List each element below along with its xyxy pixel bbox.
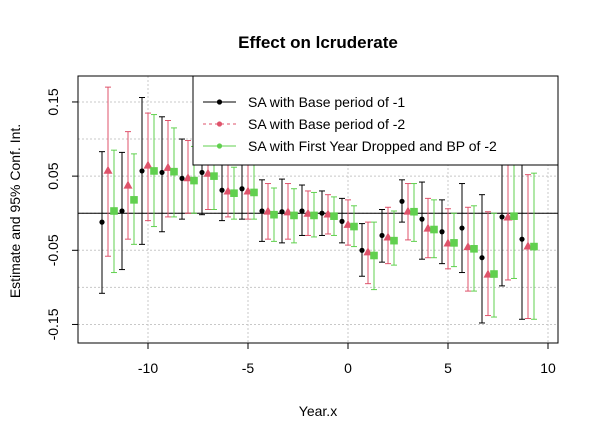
data-point bbox=[259, 208, 265, 214]
legend-label: SA with First Year Dropped and BP of -2 bbox=[248, 138, 497, 154]
data-point bbox=[199, 169, 205, 176]
data-point bbox=[519, 236, 525, 242]
legend-marker bbox=[216, 121, 223, 127]
data-point bbox=[179, 175, 185, 181]
data-point bbox=[390, 236, 398, 245]
legend: SA with Base period of -1 SA with Base pe… bbox=[192, 75, 559, 166]
data-point bbox=[450, 239, 458, 247]
y-axis-label: Estimate and 95% Conf. Int. bbox=[7, 124, 23, 298]
y-tick-label: -0.15 bbox=[45, 308, 61, 340]
data-point bbox=[439, 229, 445, 235]
x-axis: -10 -5 0 5 10 bbox=[108, 342, 556, 376]
data-point bbox=[399, 198, 405, 204]
x-tick-label: 5 bbox=[444, 360, 452, 376]
data-point bbox=[239, 186, 245, 192]
legend-box bbox=[192, 75, 559, 166]
data-point bbox=[510, 212, 518, 220]
data-point bbox=[143, 160, 153, 169]
data-point bbox=[110, 207, 118, 215]
x-axis-label: Year.x bbox=[299, 403, 337, 419]
data-point bbox=[359, 247, 365, 253]
y-tick-label: -0.05 bbox=[45, 234, 61, 266]
data-point bbox=[310, 211, 318, 220]
data-point bbox=[339, 218, 345, 224]
data-point bbox=[530, 242, 538, 251]
x-tick-label: -5 bbox=[242, 360, 255, 376]
data-point bbox=[350, 222, 358, 231]
chart-title: Effect on lcruderate bbox=[238, 33, 398, 52]
data-point bbox=[190, 176, 198, 185]
y-tick-label: 0.05 bbox=[45, 162, 61, 189]
data-point bbox=[119, 208, 125, 214]
data-point bbox=[490, 270, 498, 278]
data-point bbox=[430, 225, 438, 234]
y-axis: -0.15 -0.05 0.05 0.15 bbox=[45, 88, 78, 340]
data-point bbox=[470, 245, 478, 253]
data-point bbox=[499, 214, 505, 220]
data-point bbox=[270, 210, 278, 219]
data-point bbox=[479, 255, 485, 261]
data-point bbox=[379, 232, 385, 239]
x-tick-label: -10 bbox=[138, 360, 158, 376]
data-point bbox=[279, 209, 285, 215]
legend-label: SA with Base period of -1 bbox=[248, 94, 405, 110]
x-tick-label: 0 bbox=[344, 360, 352, 376]
legend-marker bbox=[216, 143, 223, 149]
data-point bbox=[290, 211, 298, 220]
data-point bbox=[410, 207, 418, 216]
data-point bbox=[99, 219, 105, 225]
data-point bbox=[419, 216, 425, 222]
data-point bbox=[319, 210, 325, 216]
data-point bbox=[230, 189, 238, 197]
data-point bbox=[250, 188, 258, 197]
legend-marker bbox=[216, 99, 223, 105]
data-point bbox=[170, 167, 178, 176]
data-point bbox=[210, 172, 218, 180]
legend-label: SA with Base period of -2 bbox=[248, 116, 405, 132]
data-point bbox=[370, 251, 378, 260]
data-point bbox=[299, 208, 305, 214]
data-point bbox=[130, 196, 138, 204]
data-point bbox=[159, 169, 165, 176]
data-point bbox=[459, 225, 465, 231]
y-tick-label: 0.15 bbox=[45, 88, 61, 115]
x-tick-label: 10 bbox=[540, 360, 556, 376]
data-point bbox=[103, 165, 113, 174]
series-2 bbox=[110, 114, 538, 320]
data-point bbox=[219, 187, 225, 193]
data-point bbox=[139, 168, 145, 174]
data-point bbox=[330, 212, 338, 220]
data-point bbox=[150, 167, 158, 175]
data-point bbox=[123, 180, 133, 189]
